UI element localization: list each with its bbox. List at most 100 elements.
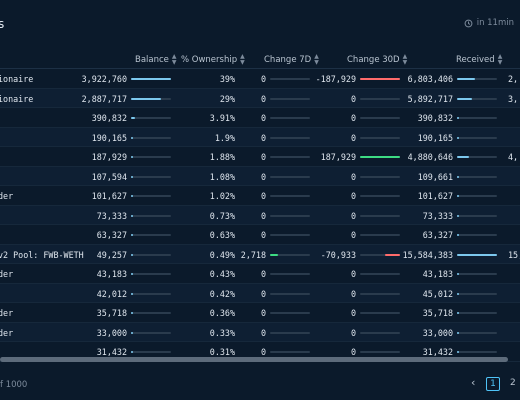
received-value: 15,584,383 — [402, 249, 453, 260]
column-header-received[interactable]: Received ▲ ▼ — [456, 53, 503, 66]
change-7d-bar — [270, 195, 310, 197]
change-7d-value: 0 — [260, 269, 266, 279]
ownership-value: 1.08% — [209, 171, 235, 182]
table-row[interactable]: ionaire 2,887,717 29% 0 0 5,892,717 3, — [0, 88, 520, 108]
balance-value: 63,327 — [96, 230, 127, 240]
balance-bar-fill — [131, 253, 133, 256]
page-button-1[interactable]: 1 — [486, 377, 500, 391]
received-bar-fill — [457, 292, 459, 295]
change-30d-bar — [360, 195, 400, 197]
page-button-2[interactable]: 2 — [510, 378, 516, 388]
table-row[interactable]: 187,929 1.88% 0 187,929 4,880,646 4, — [0, 147, 520, 167]
change-7d-value: 0 — [260, 152, 266, 162]
table-row[interactable]: der 33,000 0.33% 0 0 33,000 — [0, 322, 520, 342]
change-30d-value: 0 — [350, 308, 356, 318]
change-30d-bar-fill — [360, 156, 400, 158]
page-title: s — [0, 17, 5, 31]
page-header: s in 11min — [0, 0, 520, 44]
change-30d-bar-fill — [385, 253, 400, 256]
balance-value: 43,183 — [96, 269, 127, 279]
table-row[interactable]: 390,832 3.91% 0 0 390,832 — [0, 108, 520, 128]
table-row[interactable]: der 101,627 1.02% 0 0 101,627 — [0, 186, 520, 206]
table-row[interactable]: ionaire 3,922,760 39% 0 -187,929 6,803,406 2, — [0, 69, 520, 89]
refresh-indicator[interactable]: in 11min — [464, 18, 514, 28]
table-row[interactable]: der 43,183 0.43% 0 0 43,183 — [0, 264, 520, 284]
balance-bar — [131, 292, 171, 295]
holder-name: der — [0, 269, 14, 279]
ownership-value: 0.73% — [209, 210, 235, 221]
balance-bar — [131, 234, 171, 236]
table-row[interactable]: 63,327 0.63% 0 0 63,327 — [0, 225, 520, 245]
received-value: 4,880,646 — [407, 152, 453, 162]
column-header-balance[interactable]: Balance ▲ ▼ — [135, 53, 177, 66]
holder-name: ionaire — [0, 74, 34, 84]
change-30d-value: 0 — [350, 210, 356, 221]
column-header-change-30d[interactable]: Change 30D ▲ ▼ — [347, 53, 408, 66]
balance-bar — [131, 273, 171, 275]
sort-icon: ▲ ▼ — [402, 53, 408, 66]
received-bar — [457, 97, 497, 100]
change-7d-value: 0 — [260, 347, 266, 357]
table-row[interactable]: der 35,718 0.36% 0 0 35,718 — [0, 303, 520, 323]
change-30d-value: 0 — [350, 191, 356, 201]
table-row[interactable]: v2 Pool: FWB-WETH 49,257 0.49% 2,718 -70,933… — [0, 244, 520, 264]
balance-value: 33,000 — [96, 327, 127, 338]
balance-value: 107,594 — [91, 171, 127, 182]
received-bar — [457, 292, 497, 295]
balance-bar — [131, 156, 171, 158]
balance-bar — [131, 117, 171, 119]
received-bar-fill — [457, 234, 459, 236]
change-7d-value: 0 — [260, 230, 266, 240]
horizontal-scrollbar[interactable] — [0, 357, 508, 362]
ownership-value: 39% — [219, 74, 235, 84]
change-7d-value: 0 — [260, 288, 266, 299]
ownership-value: 0.36% — [209, 308, 235, 318]
received-bar-fill — [457, 331, 459, 334]
balance-bar-fill — [131, 97, 161, 100]
received-bar-fill — [457, 97, 472, 100]
received-bar-fill — [457, 136, 459, 139]
table-body: ionaire 3,922,760 39% 0 -187,929 6,803,406 2, i… — [0, 69, 520, 362]
ownership-value: 0.49% — [209, 249, 235, 260]
received-bar — [457, 175, 497, 178]
received-bar — [457, 234, 497, 236]
received-value: 101,627 — [417, 191, 453, 201]
received-value: 31,432 — [422, 347, 453, 357]
change-7d-bar — [270, 175, 310, 178]
balance-value: 73,333 — [96, 210, 127, 221]
change-7d-bar — [270, 214, 310, 217]
change-30d-value: 0 — [350, 269, 356, 279]
received-bar-fill — [457, 273, 459, 275]
table-row[interactable]: 190,165 1.9% 0 0 190,165 — [0, 127, 520, 147]
sort-icon: ▲ ▼ — [240, 53, 245, 66]
received-bar-fill — [457, 351, 459, 353]
column-header-ownership[interactable]: % Ownership ▲ ▼ — [181, 53, 245, 66]
balance-bar-fill — [131, 351, 133, 353]
change-30d-value: 0 — [350, 171, 356, 182]
received-value: 43,183 — [422, 269, 453, 279]
received-bar — [457, 117, 497, 119]
table-row[interactable]: 107,594 1.08% 0 0 109,661 — [0, 166, 520, 186]
received-bar — [457, 253, 497, 256]
balance-value: 35,718 — [96, 308, 127, 318]
ownership-value: 0.42% — [209, 288, 235, 299]
change-30d-bar — [360, 136, 400, 139]
change-30d-bar — [360, 253, 400, 256]
holder-name: der — [0, 327, 14, 338]
balance-value: 3,922,760 — [81, 74, 127, 84]
table-row[interactable]: 73,333 0.73% 0 0 73,333 — [0, 205, 520, 225]
change-30d-value: 0 — [350, 93, 356, 104]
holders-table: Balance ▲ ▼ % Ownership ▲ ▼ Change 7D ▲ ▼ C… — [0, 49, 520, 362]
ownership-value: 1.9% — [214, 132, 235, 143]
received-bar — [457, 78, 497, 80]
change-30d-bar — [360, 117, 400, 119]
received-value: 190,165 — [417, 132, 453, 143]
balance-bar — [131, 331, 171, 334]
column-header-change-7d[interactable]: Change 7D ▲ ▼ — [264, 53, 319, 66]
chevron-left-icon[interactable]: ‹ — [471, 376, 476, 389]
change-7d-value: 0 — [260, 191, 266, 201]
ownership-value: 0.33% — [209, 327, 235, 338]
change-7d-bar — [270, 253, 310, 256]
change-30d-value: 0 — [350, 288, 356, 299]
table-row[interactable]: 42,012 0.42% 0 0 45,012 — [0, 283, 520, 303]
